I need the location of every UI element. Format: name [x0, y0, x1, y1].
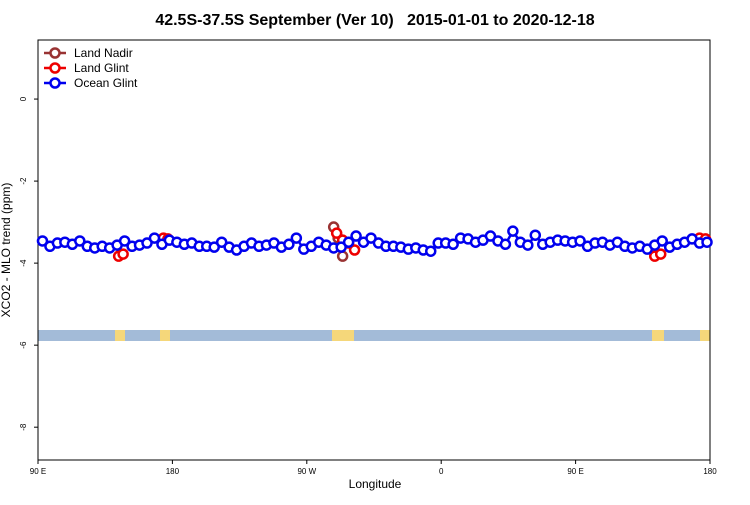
data-point	[336, 250, 349, 262]
legend-label: Land Glint	[74, 61, 129, 75]
x-tick-label: 90 E	[30, 467, 46, 476]
data-point	[447, 238, 459, 251]
data-point	[117, 248, 129, 260]
data-point	[74, 235, 86, 247]
data-point	[342, 236, 355, 248]
y-tick-label: -6	[19, 341, 28, 349]
data-point	[290, 232, 303, 244]
land-mask-strip	[38, 330, 710, 341]
data-point	[148, 232, 161, 244]
y-axis-label: XCO2 - MLO trend (ppm)	[0, 183, 13, 318]
land-patch	[652, 330, 664, 341]
legend-marker	[49, 62, 61, 74]
data-point	[348, 244, 361, 256]
y-tick-label: -2	[19, 177, 28, 185]
plot-frame	[37, 39, 711, 461]
land-patch	[332, 330, 354, 341]
x-tick-label: 90 W	[297, 467, 316, 476]
x-axis-label: Longitude	[349, 477, 402, 491]
legend-label: Land Nadir	[74, 46, 133, 60]
data-point	[522, 239, 534, 251]
data-point	[424, 245, 437, 257]
y-tick-label: -4	[19, 259, 28, 267]
y-tick-label: 0	[19, 96, 28, 101]
legend-marker	[49, 77, 61, 89]
data-point	[529, 229, 542, 241]
legend-label: Ocean Glint	[74, 76, 138, 90]
x-tick-label: 180	[166, 467, 180, 476]
data-point	[574, 235, 586, 247]
data-point	[701, 236, 713, 248]
land-patch	[700, 330, 710, 341]
x-tick-label: 0	[439, 467, 444, 476]
data-point	[499, 238, 512, 251]
data-point	[507, 225, 519, 237]
data-point	[654, 248, 667, 260]
legend-marker	[49, 47, 61, 59]
data-point	[330, 227, 343, 239]
x-tick-label: 90 E	[567, 467, 583, 476]
data-point	[350, 230, 362, 242]
land-patch	[115, 330, 125, 341]
land-patch	[160, 330, 170, 341]
data-point	[118, 235, 131, 247]
chart-title: 42.5S-37.5S September (Ver 10) 2015-01-0…	[155, 12, 594, 29]
data-point	[656, 235, 668, 247]
x-tick-label: 180	[703, 467, 717, 476]
y-tick-label: -8	[19, 423, 28, 431]
data-point	[36, 235, 49, 247]
data-point	[283, 238, 295, 251]
ocean-strip	[38, 330, 710, 341]
